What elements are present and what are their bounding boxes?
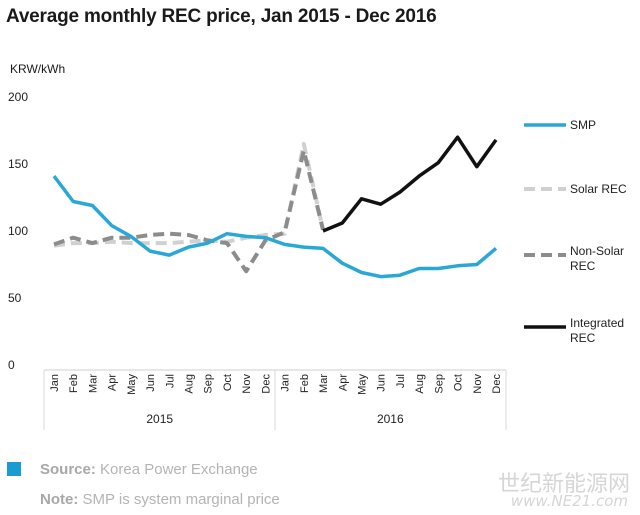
note-line: Note: SMP is system marginal price	[40, 491, 280, 508]
source-text: Korea Power Exchange	[100, 461, 258, 478]
y-tick-label: 200	[8, 90, 28, 104]
x-tick-label: May	[356, 374, 368, 395]
note-label: Note:	[40, 491, 79, 508]
x-tick-label: Mar	[318, 374, 330, 393]
series-lines	[52, 135, 498, 279]
y-tick-label: 100	[8, 224, 28, 238]
legend-label: SMP	[570, 118, 596, 132]
x-tick-label: Jan	[49, 374, 61, 392]
x-tick-label: Sep	[433, 374, 445, 394]
watermark-logo-text: 世纪新能源网	[497, 472, 630, 497]
x-tick-label: Nov	[472, 374, 484, 394]
series-line-integrated-rec	[322, 135, 498, 233]
x-tick-label: Apr	[337, 374, 349, 391]
y-tick-label: 0	[8, 358, 15, 372]
x-tick-label: Aug	[184, 374, 196, 394]
chart-title: Average monthly REC price, Jan 2015 - De…	[6, 6, 437, 27]
legend: SMP Solar REC Non-Solar REC Integrated REC	[524, 118, 627, 345]
source-accent-square	[7, 462, 21, 476]
watermark-url: www.NE21.com	[510, 492, 628, 510]
x-tick-label: Jan	[280, 374, 292, 392]
y-tick-label: 150	[8, 157, 28, 171]
x-tick-label: Sep	[203, 374, 215, 394]
legend-label: Solar REC	[570, 182, 627, 196]
note-text: SMP is system marginal price	[82, 491, 280, 508]
x-tick-label: Jul	[395, 374, 407, 388]
line-chart: 0 50 100 150 200 Jan Feb Mar Apr May Jun Jul Aug Sep…	[8, 90, 627, 430]
x-tick-label: Jul	[164, 374, 176, 388]
series-line-non-solar-rec	[53, 148, 325, 274]
x-tick-label: Oct	[453, 374, 465, 391]
x-tick-label: Oct	[222, 374, 234, 391]
y-tick-label: 50	[8, 291, 22, 305]
x-tick-label: Jun	[145, 374, 157, 392]
year-label: 2016	[377, 412, 404, 426]
x-tick-label: Jun	[376, 374, 388, 392]
x-tick-label: Feb	[299, 374, 311, 393]
series-line-solar-rec	[53, 141, 325, 248]
x-tick-label: Apr	[107, 374, 119, 391]
source-label: Source:	[40, 461, 96, 478]
x-tick-label: Feb	[68, 374, 80, 393]
year-label: 2015	[146, 412, 173, 426]
x-tick-label: Mar	[87, 374, 99, 393]
x-tick-label: Aug	[414, 374, 426, 394]
x-tick-label: Dec	[491, 374, 503, 394]
legend-label: Non-Solar REC	[570, 244, 624, 273]
y-axis-ticks: 0 50 100 150 200	[8, 90, 28, 372]
x-tick-label: May	[126, 374, 138, 395]
x-tick-label: Nov	[241, 374, 253, 394]
x-axis: Jan Feb Mar Apr May Jun Jul Aug Sep Oct Nov Dec Jan F…	[43, 369, 507, 430]
y-axis-unit-label: KRW/kWh	[10, 62, 66, 76]
source-line: Source: Korea Power Exchange	[40, 461, 258, 478]
x-tick-label: Dec	[260, 374, 272, 394]
series-line-smp	[52, 175, 498, 279]
legend-label: Integrated REC	[570, 316, 624, 345]
